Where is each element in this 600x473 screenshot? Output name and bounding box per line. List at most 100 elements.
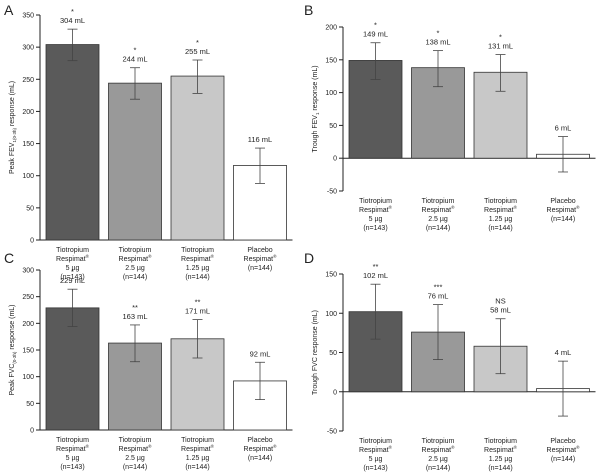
y-tick-label: 150: [325, 57, 337, 64]
registered-mark: ®: [451, 204, 455, 210]
significance-marker: *: [71, 7, 74, 16]
category-label-name: Tiotropium: [181, 437, 214, 444]
category-label-device: Respimat®: [484, 444, 518, 454]
y-tick-label: 100: [325, 311, 337, 318]
data-label: 92 mL: [250, 349, 271, 358]
y-axis-label: Peak FEV1(0-3h) response (mL): [9, 81, 17, 174]
y-axis-label-main: Trough FEV: [312, 115, 319, 153]
category-label-device: Respimat®: [56, 253, 90, 263]
category-device-name: Respimat: [119, 446, 149, 453]
y-tick-label: 150: [325, 272, 337, 279]
data-label: 229 mL: [60, 276, 85, 285]
significance-marker: ***: [434, 283, 443, 292]
data-label: 116 mL: [248, 135, 272, 144]
y-tick-label: 200: [22, 321, 34, 328]
registered-mark: ®: [148, 253, 152, 259]
category-label-n: (n=144): [248, 455, 272, 462]
y-axis-label-tail: response (mL): [9, 305, 16, 352]
category-label-name: Tiotropium: [359, 438, 392, 445]
registered-mark: ®: [148, 443, 152, 449]
registered-mark: ®: [451, 444, 455, 450]
category-label-dose: 5 µg: [369, 216, 383, 223]
category-label-dose: 5 µg: [66, 265, 80, 272]
y-tick-label: 250: [22, 294, 34, 301]
y-tick-label: 150: [22, 348, 34, 355]
y-axis-label: Trough FEV1 response (mL): [312, 65, 320, 152]
category-label-device: Respimat®: [119, 253, 153, 263]
significance-marker: *: [71, 267, 74, 276]
category-label-n: (n=144): [248, 265, 272, 272]
y-tick-label: 150: [22, 141, 34, 148]
panel-letter: C: [4, 250, 14, 266]
y-tick-label: 300: [22, 268, 34, 275]
category-label-device: Respimat®: [484, 204, 518, 214]
category-label-n: (n=144): [185, 464, 209, 471]
category-label-device: Respimat®: [244, 253, 278, 263]
category-device-name: Respimat: [359, 447, 389, 454]
category-device-name: Respimat: [484, 207, 514, 214]
y-tick-label: 100: [22, 173, 34, 180]
category-label-name: Placebo: [247, 437, 272, 444]
category-label-dose: 2.5 µg: [125, 455, 145, 462]
category-label-n: (n=144): [426, 225, 450, 232]
category-device-name: Respimat: [547, 207, 577, 214]
data-label: 6 mL: [555, 124, 572, 133]
data-label: 58 mL: [490, 306, 511, 315]
y-tick-label: 50: [329, 350, 337, 357]
category-label-name: Placebo: [550, 198, 575, 205]
category-label-device: Respimat®: [422, 444, 456, 454]
significance-marker: *: [499, 33, 502, 42]
registered-mark: ®: [576, 204, 580, 210]
category-label-device: Respimat®: [359, 444, 393, 454]
y-tick-label: -50: [327, 189, 337, 196]
y-tick-label: 50: [329, 123, 337, 130]
y-axis-label-subscript: (0-3h): [12, 351, 17, 364]
chart-panel-d: D -50 0 50 100 150 Trough FVC response (mL) 102…: [304, 250, 596, 472]
category-device-name: Respimat: [359, 207, 389, 214]
category-label-name: Tiotropium: [181, 247, 214, 254]
category-label-n: (n=144): [123, 274, 147, 281]
category-label-name: Tiotropium: [422, 198, 455, 205]
registered-mark: ®: [86, 253, 90, 259]
bar-3: [170, 75, 225, 241]
panel-letter: A: [4, 2, 14, 18]
registered-mark: ®: [211, 253, 215, 259]
category-label-name: Tiotropium: [119, 437, 152, 444]
y-axis-label: Peak FVC(0-3h) response (mL): [9, 305, 17, 396]
category-label-n: (n=143): [363, 225, 387, 232]
category-label-dose: 1.25 µg: [186, 455, 210, 462]
y-tick-label: 50: [26, 205, 34, 212]
registered-mark: ®: [514, 204, 518, 210]
category-label-dose: 2.5 µg: [428, 456, 448, 463]
registered-mark: ®: [211, 443, 215, 449]
category-label-dose: 2.5 µg: [428, 216, 448, 223]
category-device-name: Respimat: [422, 447, 452, 454]
y-tick-label: 100: [22, 374, 34, 381]
y-axis-label-tail: response (mL): [9, 81, 16, 128]
y-axis-label-main: Peak FVC: [9, 364, 16, 396]
category-label-device: Respimat®: [244, 443, 278, 453]
category-device-name: Respimat: [547, 447, 577, 454]
chart-panel-c: C 0 50 100 150 200 250 300 Peak FVC(0-3h) respon…: [4, 250, 293, 471]
y-tick-label: 0: [30, 238, 34, 245]
category-label-device: Respimat®: [359, 204, 393, 214]
data-label: 102 mL: [363, 271, 388, 280]
data-label: 149 mL: [363, 30, 388, 39]
panel-letter: B: [304, 2, 313, 18]
significance-marker: NS: [495, 297, 505, 306]
y-tick-label: 50: [26, 401, 34, 408]
category-label-device: Respimat®: [547, 444, 581, 454]
y-axis-label-tail: response (mL): [312, 65, 319, 112]
registered-mark: ®: [514, 444, 518, 450]
significance-marker: *: [437, 29, 440, 38]
y-tick-label: 350: [22, 13, 34, 20]
category-label-dose: 1.25 µg: [489, 216, 513, 223]
data-label: 4 mL: [555, 348, 572, 357]
data-label: 131 mL: [488, 42, 513, 51]
y-axis-label-main: Trough FVC response (mL): [312, 310, 319, 395]
category-device-name: Respimat: [244, 256, 274, 263]
registered-mark: ®: [86, 443, 90, 449]
significance-marker: **: [132, 303, 138, 312]
category-label-name: Tiotropium: [56, 437, 89, 444]
category-label-device: Respimat®: [181, 253, 215, 263]
